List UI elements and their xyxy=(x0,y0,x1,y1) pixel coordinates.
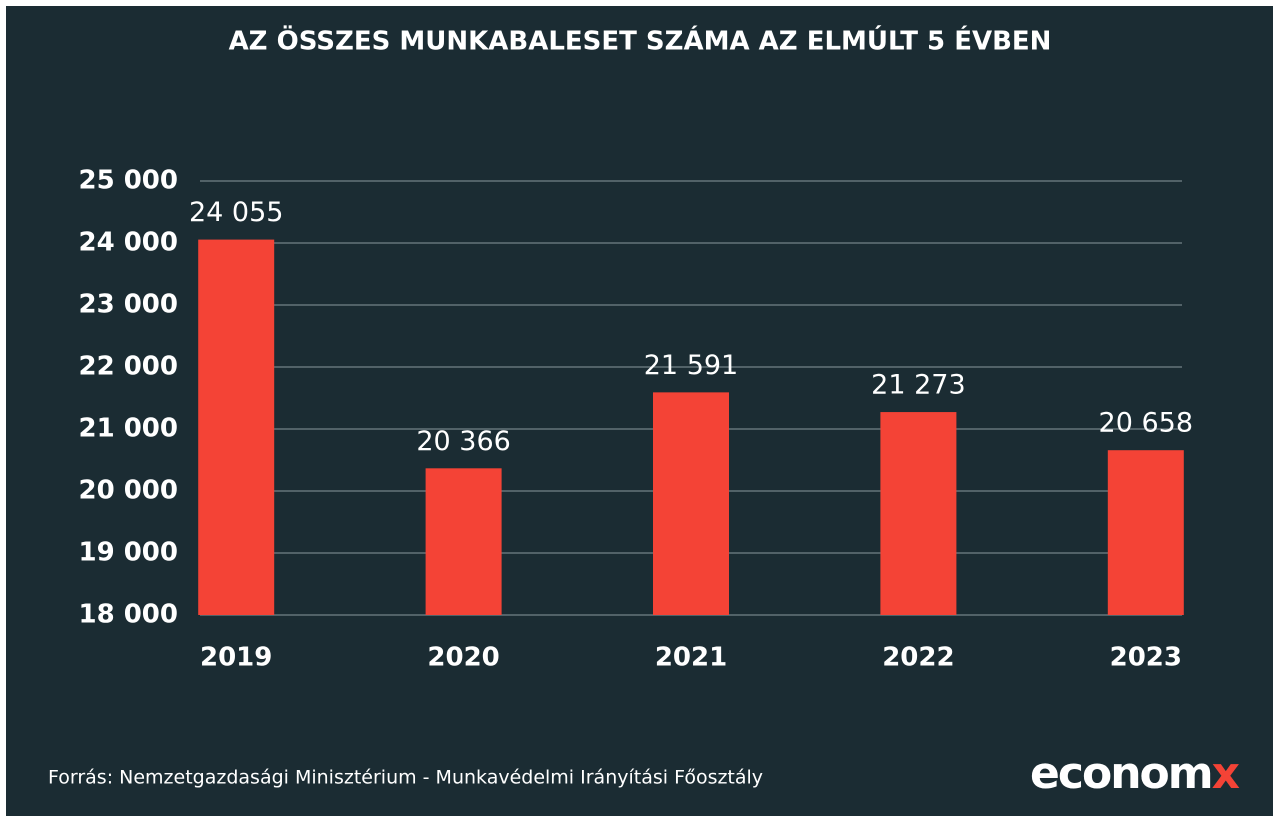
x-tick-label: 2021 xyxy=(655,643,727,673)
chart-title: AZ ÖSSZES MUNKABALESET SZÁMA AZ ELMÚLT 5… xyxy=(229,24,1052,57)
y-tick-label: 25 000 xyxy=(78,166,178,196)
bar xyxy=(198,239,275,615)
y-tick-label: 24 000 xyxy=(78,228,178,258)
y-tick-label: 20 000 xyxy=(78,476,178,506)
x-tick-label: 2023 xyxy=(1110,643,1182,673)
logo-main: econom xyxy=(1030,748,1212,799)
x-tick-label: 2022 xyxy=(882,643,954,673)
value-label: 20 658 xyxy=(1099,408,1193,439)
y-tick-label: 23 000 xyxy=(78,290,178,320)
value-label: 24 055 xyxy=(189,197,283,228)
y-tick-label: 22 000 xyxy=(78,352,178,382)
y-tick-label: 18 000 xyxy=(78,600,178,630)
background xyxy=(6,6,1273,816)
source: Forrás: Nemzetgazdasági Minisztérium - M… xyxy=(48,767,763,789)
logo-accent: x xyxy=(1212,748,1240,799)
bar xyxy=(425,468,502,615)
value-label: 20 366 xyxy=(416,426,510,457)
value-label: 21 591 xyxy=(644,350,738,381)
bar xyxy=(880,412,957,615)
x-tick-label: 2019 xyxy=(200,643,272,673)
y-tick-label: 21 000 xyxy=(78,414,178,444)
logo: economx xyxy=(1030,748,1240,799)
x-tick-label: 2020 xyxy=(427,643,499,673)
y-tick-label: 19 000 xyxy=(78,538,178,568)
bar xyxy=(653,392,729,615)
value-label: 21 273 xyxy=(871,370,965,401)
bar xyxy=(1107,450,1184,615)
